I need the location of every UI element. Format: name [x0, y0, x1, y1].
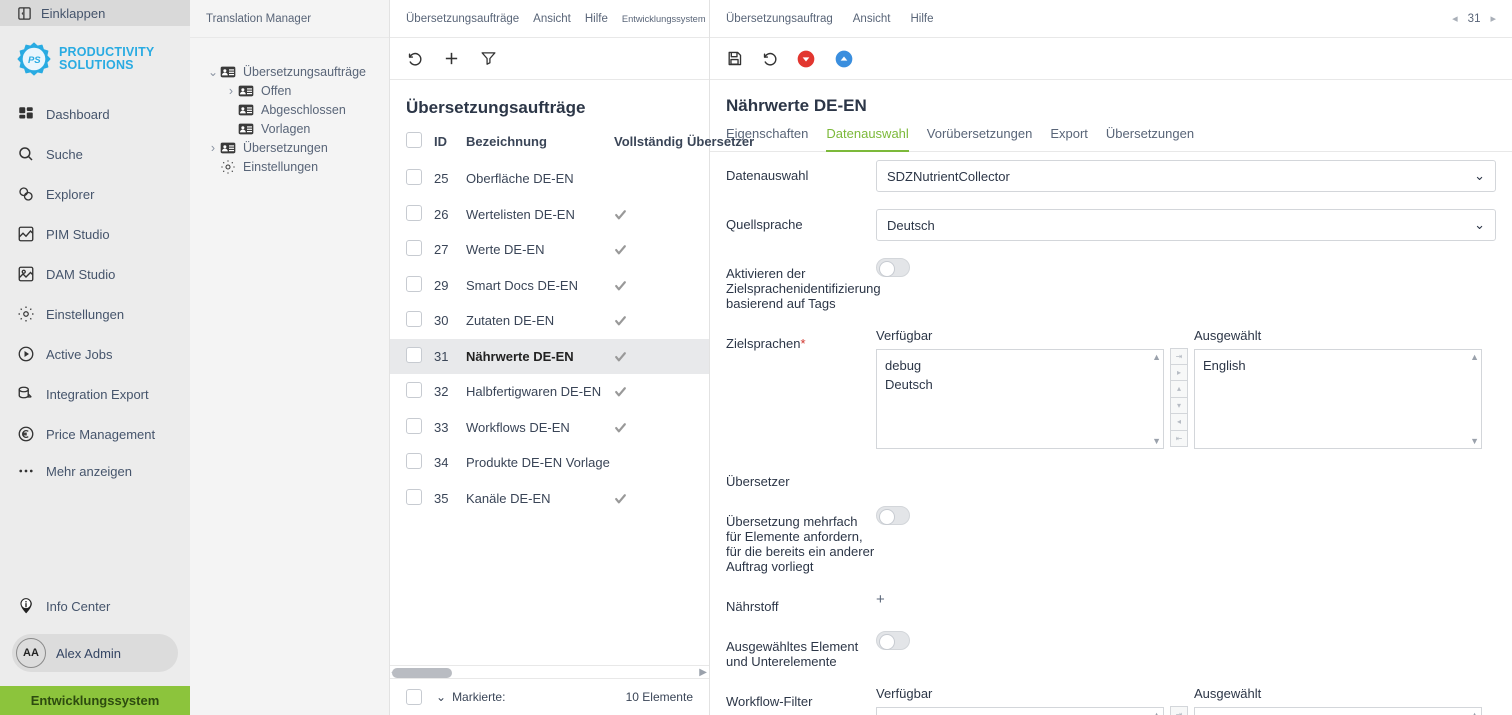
svg-text:PS: PS [28, 55, 41, 66]
